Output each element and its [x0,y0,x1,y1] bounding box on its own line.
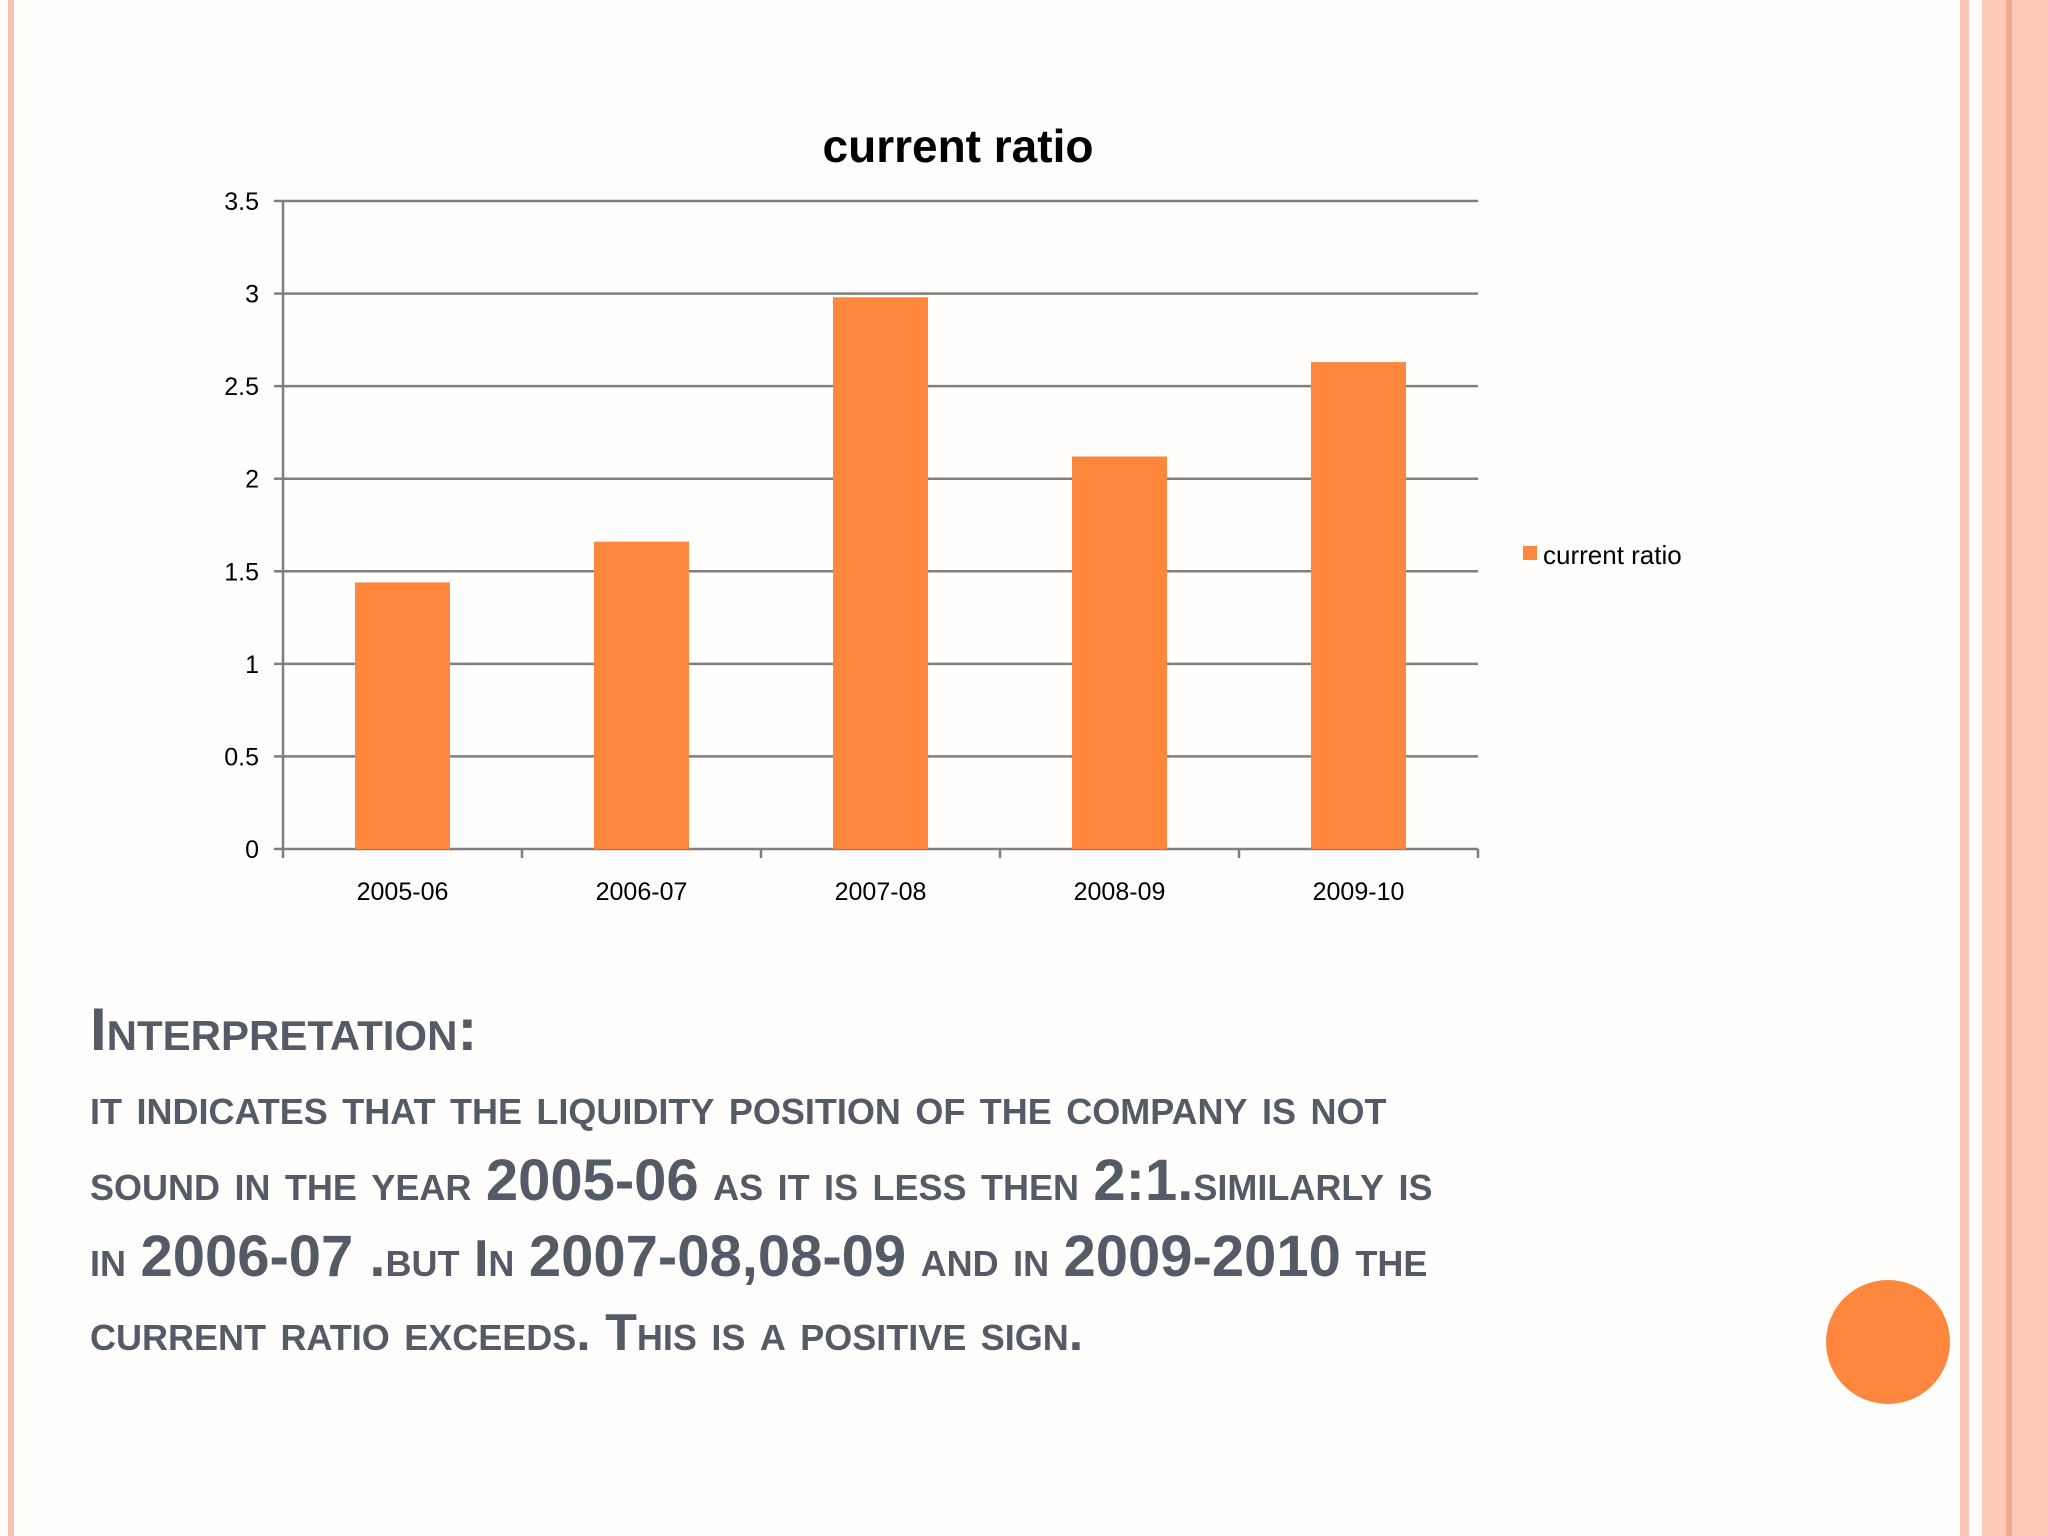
interpretation-line-4: current ratio exceeds. This is a positiv… [90,1304,1084,1362]
interpretation-line-2: sound in the year 2005-06 as it is less … [90,1144,1910,1220]
bar-2007-08 [833,297,928,849]
decorative-circle [1826,1280,1950,1404]
slide-border-right-outer [1982,0,2048,1536]
interpretation-year: 2007-08,08-09 [528,1224,907,1289]
interpretation-ratio: 2:1. [1093,1148,1194,1213]
legend: current ratio [1523,540,1682,570]
x-tick-labels: 2005-06 2006-07 2007-08 2008-09 2009-10 [357,878,1405,906]
interpretation-heading: Interpretation: [90,996,478,1063]
bar-2008-09 [1072,456,1167,849]
interpretation-line-3: in 2006-07 .but In 2007-08,08-09 and in … [90,1220,1910,1296]
y-tick-label: 1 [245,651,259,679]
y-tick-label: 2.5 [224,373,259,401]
y-tick-label: 1.5 [224,558,259,586]
interpretation-text: sound in the year [90,1154,486,1212]
bar-2009-10 [1311,362,1406,849]
y-tick-label: 0 [245,836,259,864]
interpretation-text: but In [385,1230,529,1288]
interpretation-year: 2005-06 [485,1148,699,1213]
y-tick-labels: 0 0.5 1 1.5 2 2.5 3 3.5 [224,188,259,864]
interpretation-text: in [90,1230,141,1288]
interpretation-text: and in [906,1230,1064,1288]
interpretation-block: Interpretation: it indicates that the li… [90,990,1910,1370]
interpretation-year: 2009-2010 [1063,1224,1341,1289]
legend-entry: current ratio [1543,540,1682,570]
x-tick-label: 2006-07 [596,878,688,906]
bar-2006-07 [594,541,689,849]
chart-title: current ratio [823,120,1094,172]
x-tick-label: 2007-08 [835,878,927,906]
slide-border-left [8,0,14,1536]
interpretation-text: similarly is [1193,1154,1433,1212]
interpretation-text: as it is less then [698,1154,1094,1212]
interpretation-year: 2006-07 . [140,1224,386,1289]
interpretation-text: the [1340,1230,1428,1288]
bars [355,297,1406,849]
x-tick-label: 2008-09 [1074,878,1166,906]
legend-swatch [1523,546,1537,560]
bar-chart: current ratio 00.511.522.533.5 2005-06 20… [224,120,1682,906]
bar-2005-06 [355,582,450,849]
x-tick-label: 2009-10 [1313,878,1405,906]
y-tick-label: 0.5 [224,743,259,771]
interpretation-line-1: it indicates that the liquidity position… [90,1078,1387,1136]
y-tick-label: 2 [245,466,259,494]
slide-border-right-inner [1960,0,1969,1536]
y-tick-label: 3.5 [224,188,259,216]
x-tick-label: 2005-06 [357,878,449,906]
y-tick-label: 3 [245,281,259,309]
slide-border-right-line [2006,0,2012,1536]
